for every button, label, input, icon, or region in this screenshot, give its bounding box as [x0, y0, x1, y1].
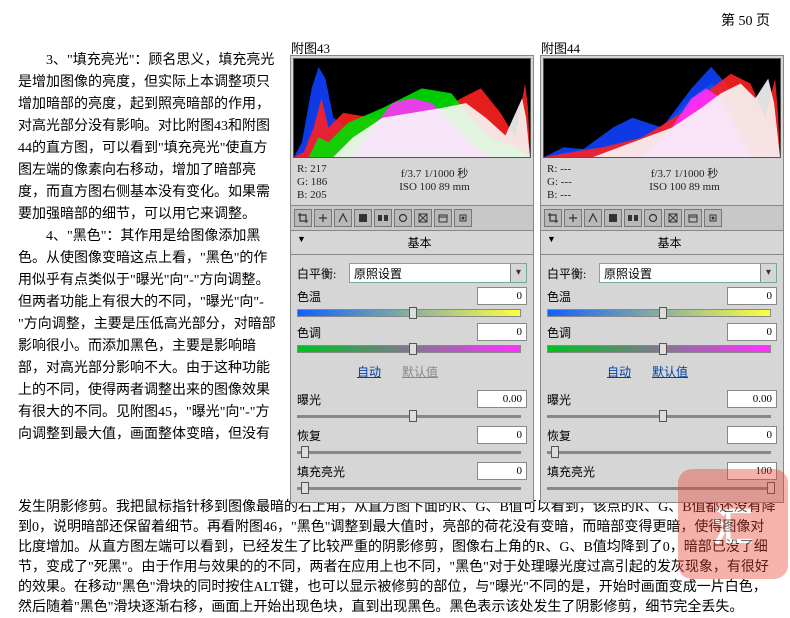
default-link[interactable]: 默认值 — [402, 365, 438, 379]
b-value: B: 205 — [297, 189, 342, 202]
auto-link[interactable]: 自动 — [607, 365, 631, 379]
preset-tab[interactable] — [454, 209, 472, 227]
fx-tab[interactable] — [414, 209, 432, 227]
exposure-input[interactable]: 0.00 — [477, 390, 527, 408]
tint-label: 色调 — [297, 324, 349, 341]
tint-slider[interactable] — [547, 345, 771, 353]
temp-label: 色温 — [297, 288, 349, 305]
histogram — [293, 58, 531, 158]
r-value: R: 217 — [297, 163, 342, 176]
fill-label: 填充亮光 — [547, 463, 599, 480]
wb-select[interactable]: 原照设置▾ — [349, 263, 527, 283]
recovery-slider[interactable] — [547, 448, 771, 456]
hsl-tab[interactable] — [354, 209, 372, 227]
recovery-label: 恢复 — [547, 427, 599, 444]
fill-slider[interactable] — [297, 484, 521, 492]
temp-label: 色温 — [547, 288, 599, 305]
info-bar: R: --- G: --- B: --- f/3.7 1/1000 秒ISO 1… — [541, 160, 783, 205]
recovery-input[interactable]: 0 — [727, 426, 777, 444]
watermark: 汇 — [678, 469, 788, 579]
tint-slider[interactable] — [297, 345, 521, 353]
histogram — [543, 58, 781, 158]
split-tab[interactable] — [624, 209, 642, 227]
info-bar: R: 217 G: 186 B: 205 f/3.7 1/1000 秒ISO 1… — [291, 160, 533, 205]
b-value: B: --- — [547, 189, 592, 202]
g-value: G: --- — [547, 176, 592, 189]
exposure-slider[interactable] — [297, 412, 521, 420]
preset-tab[interactable] — [704, 209, 722, 227]
acr-panel-left: 附图43 R: 217 G: 186 B: 205 f/3.7 1/1000 秒… — [290, 55, 534, 503]
recovery-input[interactable]: 0 — [477, 426, 527, 444]
section-title: ▼基本 — [541, 231, 783, 255]
para-4: 4、"黑色"：其作用是给图像添加黑色。从使图像变暗这点上看，"黑色"的作用似乎有… — [18, 226, 278, 446]
wb-label: 白平衡: — [547, 265, 599, 282]
fx-tab[interactable] — [664, 209, 682, 227]
photo-info: f/3.7 1/1000 秒ISO 100 89 mm — [592, 163, 777, 202]
tint-label: 色调 — [547, 324, 599, 341]
fill-input[interactable]: 0 — [477, 462, 527, 480]
temp-slider[interactable] — [297, 309, 521, 317]
crop-tab[interactable] — [294, 209, 312, 227]
detail-tab[interactable] — [584, 209, 602, 227]
photo-info: f/3.7 1/1000 秒ISO 100 89 mm — [342, 163, 527, 202]
temp-slider[interactable] — [547, 309, 771, 317]
fill-label: 填充亮光 — [297, 463, 349, 480]
wb-select[interactable]: 原照设置▾ — [599, 263, 777, 283]
recovery-slider[interactable] — [297, 448, 521, 456]
temp-input[interactable]: 0 — [477, 287, 527, 305]
lens-tab[interactable] — [394, 209, 412, 227]
exposure-label: 曝光 — [547, 391, 599, 408]
page-number: 第 50 页 — [721, 10, 770, 30]
level-tab[interactable] — [564, 209, 582, 227]
auto-link[interactable]: 自动 — [357, 365, 381, 379]
crop-tab[interactable] — [544, 209, 562, 227]
link-row: 自动 默认值 — [297, 359, 527, 386]
body-text-left: 3、"填充亮光"：顾名思义，填充亮光是增加图像的亮度，但实际上本调整项只增加暗部… — [18, 50, 278, 446]
rgb-readout: R: 217 G: 186 B: 205 — [297, 163, 342, 202]
cal-tab[interactable] — [434, 209, 452, 227]
panel-title: 附图44 — [541, 38, 580, 57]
exposure-label: 曝光 — [297, 391, 349, 408]
g-value: G: 186 — [297, 176, 342, 189]
temp-input[interactable]: 0 — [727, 287, 777, 305]
exposure-input[interactable]: 0.00 — [727, 390, 777, 408]
lens-tab[interactable] — [644, 209, 662, 227]
hsl-tab[interactable] — [604, 209, 622, 227]
para-bottom: 发生阴影修剪。我把鼠标指针移到图像最暗的右上角，从直方图下面的R、G、B值可以看… — [18, 498, 776, 618]
link-row: 自动 默认值 — [547, 359, 777, 386]
tint-input[interactable]: 0 — [477, 323, 527, 341]
wb-label: 白平衡: — [297, 265, 349, 282]
para-3: 3、"填充亮光"：顾名思义，填充亮光是增加图像的亮度，但实际上本调整项只增加暗部… — [18, 50, 278, 226]
toolbar — [291, 205, 533, 231]
split-tab[interactable] — [374, 209, 392, 227]
toolbar — [541, 205, 783, 231]
rgb-readout: R: --- G: --- B: --- — [547, 163, 592, 202]
r-value: R: --- — [547, 163, 592, 176]
panel-title: 附图43 — [291, 38, 330, 57]
tint-input[interactable]: 0 — [727, 323, 777, 341]
default-link[interactable]: 默认值 — [652, 365, 688, 379]
detail-tab[interactable] — [334, 209, 352, 227]
acr-panel-right: 附图44 R: --- G: --- B: --- f/3.7 1/1000 秒… — [540, 55, 784, 503]
exposure-slider[interactable] — [547, 412, 771, 420]
body-text-bottom: 发生阴影修剪。我把鼠标指针移到图像最暗的右上角，从直方图下面的R、G、B值可以看… — [18, 498, 776, 618]
level-tab[interactable] — [314, 209, 332, 227]
section-title: ▼基本 — [291, 231, 533, 255]
recovery-label: 恢复 — [297, 427, 349, 444]
cal-tab[interactable] — [684, 209, 702, 227]
